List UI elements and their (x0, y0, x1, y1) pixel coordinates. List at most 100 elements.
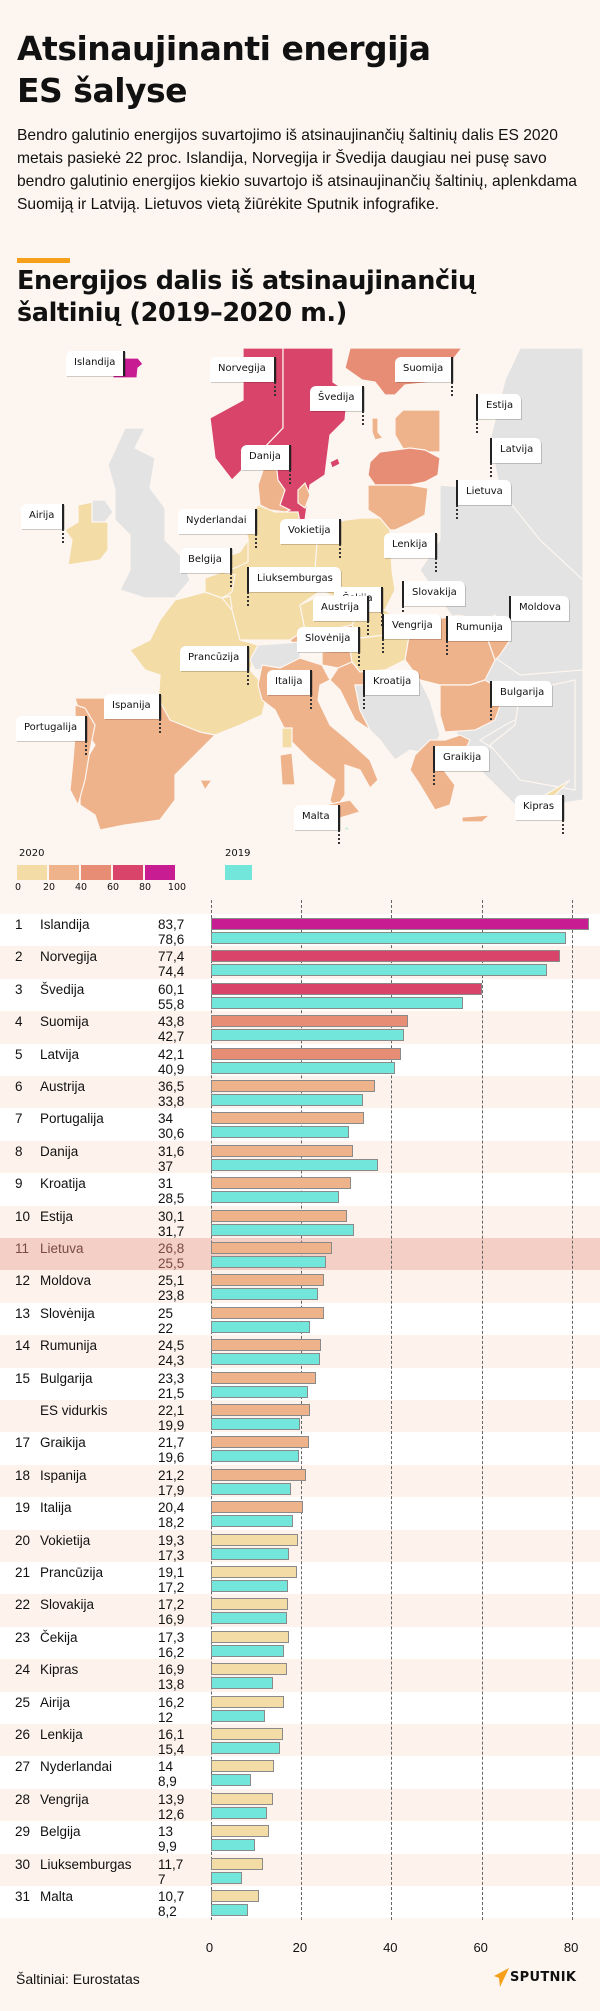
bar-2019 (210, 1515, 293, 1528)
bar-chart: 1 Islandija 83,7 78,6 2 Norvegija 77,4 74,4 3 Šve… (0, 896, 600, 1976)
row-country-name: Austrija (40, 1079, 86, 1094)
row-value-2020: 23,3 (158, 1370, 185, 1386)
row-country-name: Bulgarija (40, 1370, 93, 1386)
bar-2020 (210, 1728, 284, 1740)
row-value-2019: 16,2 (158, 1644, 185, 1660)
row-value-2019: 16,9 (158, 1612, 185, 1628)
bar-2019 (210, 1806, 268, 1819)
row-value-2020: 13 (158, 1824, 174, 1840)
row-value-2019: 78,6 (158, 932, 185, 947)
row-rank: 11 (15, 1241, 30, 1256)
map-label-nyderlandai: Nyderlandai (178, 509, 257, 548)
page-title: Atsinaujinanti energija ES šalyse (17, 28, 577, 112)
intro-text: Bendro galutinio energijos suvartojimo i… (17, 127, 577, 213)
chart-row: 25 Airija 16,2 12 (0, 1691, 600, 1725)
bar-2020 (210, 1857, 264, 1870)
bar-2019 (210, 996, 463, 1009)
map-region-estonia-island (371, 417, 385, 441)
row-country-name: Lietuva (40, 1241, 84, 1256)
row-value-2020: 42,1 (158, 1046, 185, 1062)
row-value-2019: 40,9 (158, 1061, 185, 1077)
chart-row: 23 Čekija 17,3 16,2 (0, 1626, 600, 1660)
sputnik-logo-text: SPUTNIK (510, 1970, 577, 1985)
row-value-2020: 19,3 (158, 1532, 185, 1548)
row-value-2020: 16,2 (158, 1694, 185, 1710)
map-label-bulgarija: Bulgarija (490, 681, 553, 720)
row-rank: 31 (15, 1889, 31, 1904)
row-country-name: Italija (40, 1500, 72, 1516)
bar-2020 (210, 1209, 347, 1222)
row-value-2020: 13,9 (158, 1791, 185, 1807)
row-rank: 28 (15, 1791, 31, 1807)
chart-title: Energijos dalis iš atsinaujinančių šalti… (17, 265, 577, 329)
bar-2020 (210, 1242, 332, 1254)
row-country-name: Malta (40, 1889, 74, 1904)
bar-2019 (210, 1223, 354, 1236)
map-label-vokietija: Vokietija (280, 519, 341, 558)
row-value-2020: 14 (158, 1759, 174, 1775)
row-country-name: Slovėnija (40, 1305, 95, 1321)
row-country-name: ES vidurkis (40, 1403, 108, 1418)
row-value-2019: 17,2 (158, 1580, 185, 1595)
bar-2019 (210, 1094, 364, 1106)
map-label-italija: Italija (267, 670, 313, 709)
map-label-suomija: Suomija (395, 357, 454, 396)
bar-2020 (210, 1598, 289, 1611)
row-country-name: Kipras (40, 1662, 79, 1678)
map-label-kroatija: Kroatija (363, 670, 420, 709)
row-country-name: Moldova (40, 1273, 92, 1289)
map-label-danija: Danija (241, 445, 291, 484)
row-rank: 15 (15, 1370, 31, 1386)
sputnik-logo: SPUTNIK (494, 1968, 584, 1990)
bar-2020 (210, 1144, 354, 1157)
bar-2019 (210, 1418, 301, 1430)
bar-2020 (210, 1015, 409, 1028)
bar-2019 (210, 1904, 248, 1916)
legend-swatch-40-60 (81, 865, 111, 880)
row-country-name: Portugalija (40, 1111, 104, 1127)
row-country-name: Rumunija (40, 1338, 98, 1354)
bar-2020 (210, 1468, 307, 1481)
subtitle-line-1: Energijos dalis iš atsinaujinančių (17, 266, 476, 296)
row-value-2019: 55,8 (158, 996, 185, 1012)
map-label-rumunija: Rumunija (446, 616, 511, 655)
map-label-liuksemburgas: Liuksemburgas (247, 567, 341, 606)
bar-2020 (210, 1792, 274, 1805)
row-rank: 3 (15, 981, 23, 997)
row-value-2019: 17,9 (158, 1482, 185, 1498)
map-region-n-ireland (91, 499, 114, 523)
map-region-uk (107, 427, 191, 599)
x-axis-tick-label: 20 (292, 1940, 308, 1955)
row-rank: 25 (15, 1694, 31, 1710)
bar-2019 (210, 1839, 256, 1852)
row-country-name: Belgija (40, 1824, 81, 1840)
europe-map: Islandija Norvegija Švedija Suomija Esti… (0, 340, 600, 844)
row-rank: 30 (15, 1856, 31, 1872)
row-value-2019: 22 (158, 1320, 174, 1336)
bar-2019 (210, 932, 566, 944)
row-value-2019: 19,9 (158, 1418, 185, 1433)
row-value-2019: 37 (158, 1158, 174, 1174)
bar-2020 (210, 1080, 376, 1092)
subtitle-line-2: šaltinių (2019–2020 m.) (17, 298, 347, 328)
map-label-prancuzija: Prancūzija (180, 646, 250, 685)
map-region-lithuania (367, 484, 429, 531)
row-country-name: Nyderlandai (40, 1759, 113, 1775)
row-country-name: Kroatija (40, 1176, 86, 1192)
legend-tick: 20 (42, 882, 56, 893)
gridline (391, 900, 393, 1920)
bar-2019 (210, 1061, 396, 1074)
chart-row: 30 Liuksemburgas 11,7 7 (0, 1853, 600, 1887)
accent-bar (17, 258, 70, 263)
legend-swatch-60-80 (113, 865, 143, 880)
sputnik-logo-icon (494, 1968, 509, 1987)
chart-row: 20 Vokietija 19,3 17,3 (0, 1529, 600, 1563)
row-rank: 29 (15, 1824, 31, 1840)
row-rank: 6 (15, 1079, 23, 1094)
row-value-2020: 21,2 (158, 1467, 185, 1483)
bar-2020 (210, 1825, 270, 1838)
bar-2019 (210, 1353, 321, 1366)
bar-2019 (210, 1320, 310, 1333)
row-value-2020: 31,6 (158, 1143, 185, 1159)
row-value-2019: 18,2 (158, 1515, 185, 1531)
